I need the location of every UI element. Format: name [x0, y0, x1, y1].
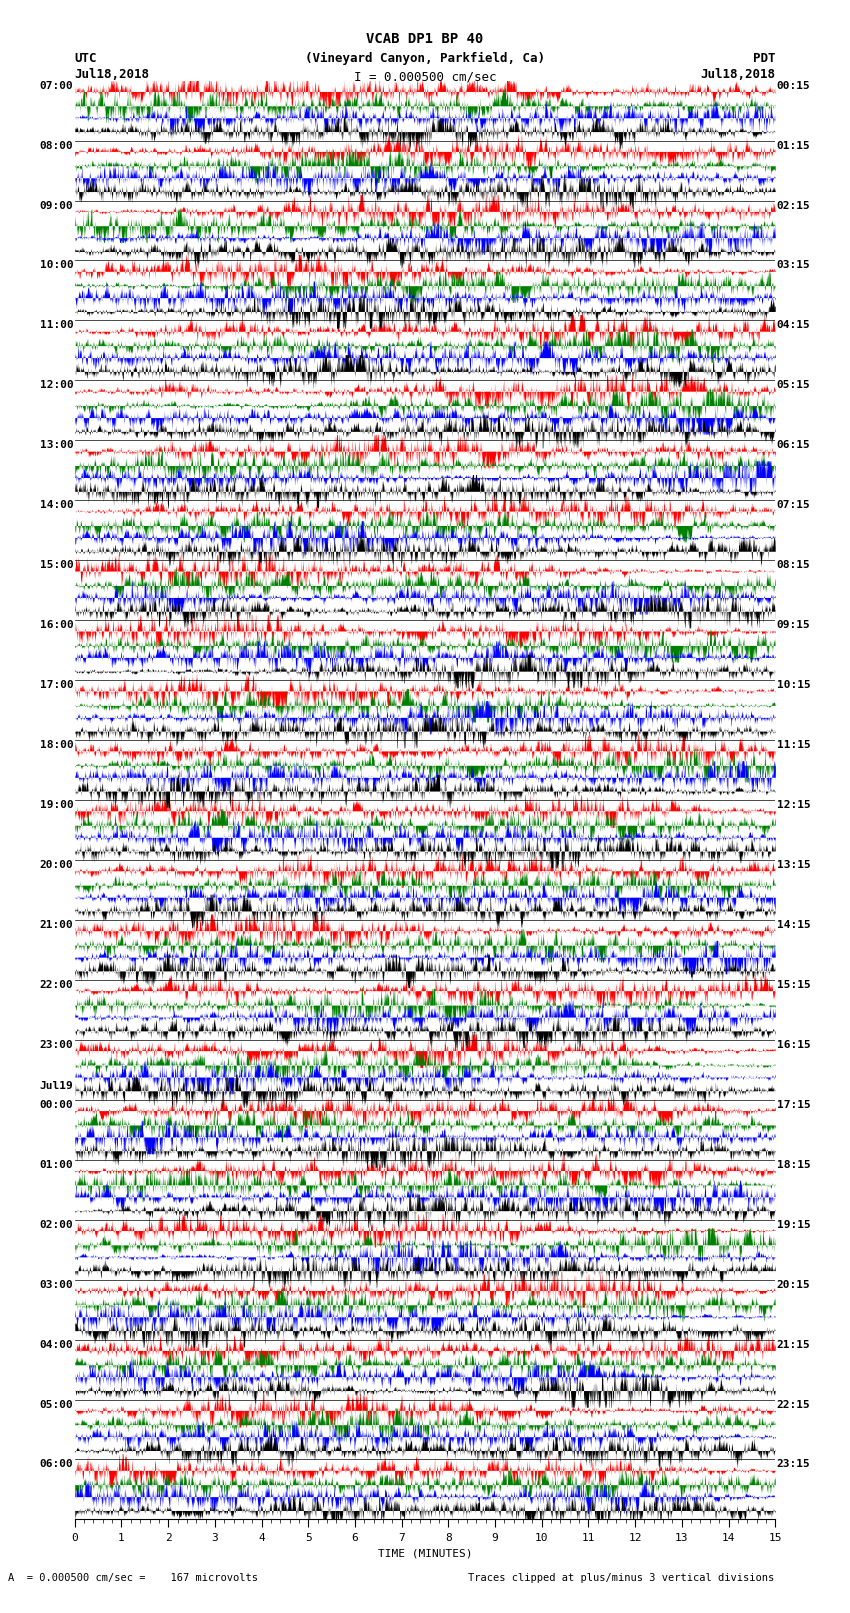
Text: 10:00: 10:00 — [40, 261, 73, 271]
Text: Traces clipped at plus/minus 3 vertical divisions: Traces clipped at plus/minus 3 vertical … — [468, 1573, 774, 1582]
Text: 21:15: 21:15 — [777, 1339, 810, 1350]
Text: 11:15: 11:15 — [777, 740, 810, 750]
Text: VCAB DP1 BP 40: VCAB DP1 BP 40 — [366, 32, 484, 47]
Text: 19:00: 19:00 — [40, 800, 73, 810]
Text: PDT: PDT — [753, 52, 775, 65]
Text: 22:15: 22:15 — [777, 1400, 810, 1410]
X-axis label: TIME (MINUTES): TIME (MINUTES) — [377, 1548, 473, 1558]
Text: A  = 0.000500 cm/sec =    167 microvolts: A = 0.000500 cm/sec = 167 microvolts — [8, 1573, 258, 1582]
Text: 06:00: 06:00 — [40, 1460, 73, 1469]
Text: Jul19: Jul19 — [40, 1081, 73, 1090]
Text: 17:15: 17:15 — [777, 1100, 810, 1110]
Text: 05:00: 05:00 — [40, 1400, 73, 1410]
Text: 15:15: 15:15 — [777, 981, 810, 990]
Text: 08:00: 08:00 — [40, 140, 73, 150]
Text: 19:15: 19:15 — [777, 1219, 810, 1229]
Text: UTC: UTC — [75, 52, 97, 65]
Text: 21:00: 21:00 — [40, 919, 73, 931]
Text: 00:00: 00:00 — [40, 1100, 73, 1110]
Text: 09:00: 09:00 — [40, 200, 73, 211]
Text: 15:00: 15:00 — [40, 560, 73, 571]
Text: 14:15: 14:15 — [777, 919, 810, 931]
Text: 07:15: 07:15 — [777, 500, 810, 510]
Text: 01:00: 01:00 — [40, 1160, 73, 1169]
Text: 12:15: 12:15 — [777, 800, 810, 810]
Text: Jul18,2018: Jul18,2018 — [700, 68, 775, 81]
Text: 02:00: 02:00 — [40, 1219, 73, 1229]
Text: 20:15: 20:15 — [777, 1279, 810, 1290]
Text: 08:15: 08:15 — [777, 560, 810, 571]
Text: 03:15: 03:15 — [777, 261, 810, 271]
Text: 00:15: 00:15 — [777, 81, 810, 90]
Text: 01:15: 01:15 — [777, 140, 810, 150]
Text: 18:00: 18:00 — [40, 740, 73, 750]
Text: 07:00: 07:00 — [40, 81, 73, 90]
Text: 06:15: 06:15 — [777, 440, 810, 450]
Text: 16:00: 16:00 — [40, 621, 73, 631]
Text: I = 0.000500 cm/sec: I = 0.000500 cm/sec — [354, 71, 496, 84]
Text: 09:15: 09:15 — [777, 621, 810, 631]
Text: 20:00: 20:00 — [40, 860, 73, 869]
Text: 03:00: 03:00 — [40, 1279, 73, 1290]
Text: 23:00: 23:00 — [40, 1040, 73, 1050]
Text: 12:00: 12:00 — [40, 381, 73, 390]
Text: 10:15: 10:15 — [777, 681, 810, 690]
Text: 22:00: 22:00 — [40, 981, 73, 990]
Text: 02:15: 02:15 — [777, 200, 810, 211]
Text: 18:15: 18:15 — [777, 1160, 810, 1169]
Text: 11:00: 11:00 — [40, 321, 73, 331]
Text: 13:15: 13:15 — [777, 860, 810, 869]
Text: 23:15: 23:15 — [777, 1460, 810, 1469]
Text: 14:00: 14:00 — [40, 500, 73, 510]
Text: Jul18,2018: Jul18,2018 — [75, 68, 150, 81]
Text: 17:00: 17:00 — [40, 681, 73, 690]
Text: 16:15: 16:15 — [777, 1040, 810, 1050]
Text: (Vineyard Canyon, Parkfield, Ca): (Vineyard Canyon, Parkfield, Ca) — [305, 52, 545, 65]
Text: 04:15: 04:15 — [777, 321, 810, 331]
Text: 13:00: 13:00 — [40, 440, 73, 450]
Text: 05:15: 05:15 — [777, 381, 810, 390]
Text: 04:00: 04:00 — [40, 1339, 73, 1350]
